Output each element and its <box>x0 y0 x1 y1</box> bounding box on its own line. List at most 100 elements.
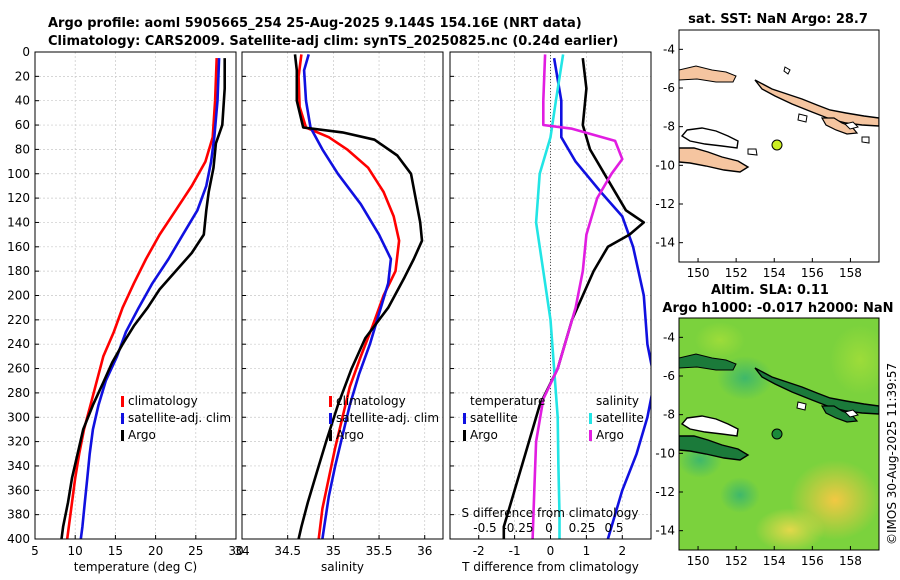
x-axis-label: temperature (deg C) <box>74 560 197 574</box>
figure-title-line1: Argo profile: aoml 5905665_254 25-Aug-20… <box>48 16 582 31</box>
map-x-tick-label: 154 <box>763 554 786 568</box>
series-group <box>60 58 226 539</box>
legend-swatch-climatology <box>121 396 124 407</box>
map-y-tick-label: -14 <box>655 524 675 538</box>
legend-label-temperature-argo: Argo <box>470 428 498 442</box>
x-axis-label: T difference from climatology <box>461 560 639 574</box>
series-group <box>502 54 651 539</box>
sst-map-land <box>679 65 879 173</box>
map-x-tick-label: 150 <box>687 266 710 280</box>
map-y-tick-label: -10 <box>655 158 675 172</box>
series-line-temperature-satellite <box>552 57 651 539</box>
temperature-panel: 5 10 15 20 25 3002040608010012014016018020022… <box>7 45 244 574</box>
legend-label-salinity-argo: Argo <box>596 428 624 442</box>
legend-swatch-argo <box>121 430 124 441</box>
legend-swatch-climatology <box>329 396 332 407</box>
temperature-legend: climatology satellite-adj. clim Argo <box>121 394 231 442</box>
x-tick-label: 20 <box>148 544 163 558</box>
y-tick-label: 60 <box>15 118 30 132</box>
x-tick-label: 34 <box>234 544 249 558</box>
figure-title-line2: Climatology: CARS2009. Satellite-adj cli… <box>48 34 618 49</box>
series-line-salinity-argo <box>531 54 624 539</box>
sla-map-title-line1: Altim. SLA: 0.11 <box>711 283 829 298</box>
map-y-tick-label: -4 <box>663 42 675 56</box>
y-tick-label: 160 <box>7 240 30 254</box>
legend-label-temperature: temperature <box>470 394 545 408</box>
difference-legend: temperature satellite Argo salinity sate… <box>463 394 644 442</box>
legend-swatch-temperature-satellite <box>463 413 466 424</box>
s-diff-tick-label: -0.25 <box>502 521 533 535</box>
y-tick-label: 320 <box>7 435 30 449</box>
map-y-tick-label: -12 <box>655 197 675 211</box>
salinity-legend: climatology satellite-adj. clim Argo <box>329 394 439 442</box>
sla-map: Altim. SLA: 0.11 Argo h1000: -0.017 h200… <box>655 283 893 568</box>
sla-map-field <box>679 318 879 550</box>
y-tick-label: 80 <box>15 142 30 156</box>
legend-label-climatology: climatology <box>336 394 406 408</box>
series-group <box>293 54 424 539</box>
x-tick-label: 2 <box>618 544 626 558</box>
legend-swatch-satellite <box>329 413 332 424</box>
legend-label-satellite: satellite-adj. clim <box>336 411 439 425</box>
series-line-argo <box>60 58 226 539</box>
y-tick-label: 280 <box>7 386 30 400</box>
argo-float-marker <box>771 139 783 151</box>
sla-map-title-line2: Argo h1000: -0.017 h2000: NaN <box>662 301 893 316</box>
s-difference-label: S difference from climatology <box>462 506 639 520</box>
x-tick-label: -1 <box>509 544 521 558</box>
y-tick-label: 380 <box>7 508 30 522</box>
map-x-tick-label: 158 <box>839 266 862 280</box>
x-tick-label: 15 <box>108 544 123 558</box>
difference-panel: -2 -1 0 1 2 T difference from climatology <box>449 51 652 574</box>
map-y-tick-label: -8 <box>663 120 675 134</box>
map-x-tick-label: 156 <box>801 554 824 568</box>
map-x-tick-label: 152 <box>725 266 748 280</box>
sst-map: sat. SST: NaN Argo: 28.7 150 152 154 156 158… <box>655 12 880 280</box>
y-tick-label: 260 <box>7 362 30 376</box>
map-y-tick-label: -8 <box>663 408 675 422</box>
map-x-tick-label: 150 <box>687 554 710 568</box>
legend-label-argo: Argo <box>128 428 156 442</box>
y-tick-label: 400 <box>7 532 30 546</box>
x-tick-label: 5 <box>31 544 39 558</box>
x-tick-label: 1 <box>583 544 591 558</box>
legend-label-temperature-satellite: satellite <box>470 411 518 425</box>
map-x-tick-label: 158 <box>839 554 862 568</box>
sla-map-frame <box>678 317 880 551</box>
series-line-satellite-adj-clim <box>79 58 221 539</box>
map-x-tick-label: 156 <box>801 266 824 280</box>
series-line-salinity-satellite <box>534 54 565 539</box>
x-tick-label: 30 <box>228 544 243 558</box>
legend-label-salinity-satellite: satellite <box>596 411 644 425</box>
map-y-tick-label: -10 <box>655 446 675 460</box>
x-tick-label: 36 <box>417 544 432 558</box>
x-tick-label: 35 <box>326 544 341 558</box>
legend-label-salinity: salinity <box>596 394 639 408</box>
s-diff-tick-label: 0.25 <box>569 521 596 535</box>
series-line-climatology <box>65 58 218 539</box>
s-diff-tick-label: 0.5 <box>604 521 623 535</box>
series-line-argo <box>293 54 424 539</box>
argo-float-marker <box>771 428 783 440</box>
legend-swatch-temperature-argo <box>463 430 466 441</box>
map-y-tick-label: -4 <box>663 330 675 344</box>
y-tick-label: 20 <box>15 69 30 83</box>
y-tick-label: 140 <box>7 215 30 229</box>
y-tick-label: 340 <box>7 459 30 473</box>
x-tick-label: 0 <box>547 544 555 558</box>
y-tick-label: 220 <box>7 313 30 327</box>
map-y-tick-label: -14 <box>655 236 675 250</box>
x-tick-label: 10 <box>68 544 83 558</box>
map-y-tick-label: -12 <box>655 485 675 499</box>
legend-label-satellite: satellite-adj. clim <box>128 411 231 425</box>
s-diff-tick-label: 0 <box>545 521 553 535</box>
x-tick-label: 35.5 <box>366 544 393 558</box>
legend-swatch-salinity-satellite <box>589 413 592 424</box>
x-tick-label: 34.5 <box>274 544 301 558</box>
y-tick-label: 200 <box>7 289 30 303</box>
sst-map-axes: 150 152 154 156 158 -4 -6 -8 -10 -12 -14 <box>655 42 861 280</box>
s-diff-tick-label: -0.5 <box>473 521 496 535</box>
map-x-tick-label: 154 <box>763 266 786 280</box>
y-tick-label: 100 <box>7 167 30 181</box>
